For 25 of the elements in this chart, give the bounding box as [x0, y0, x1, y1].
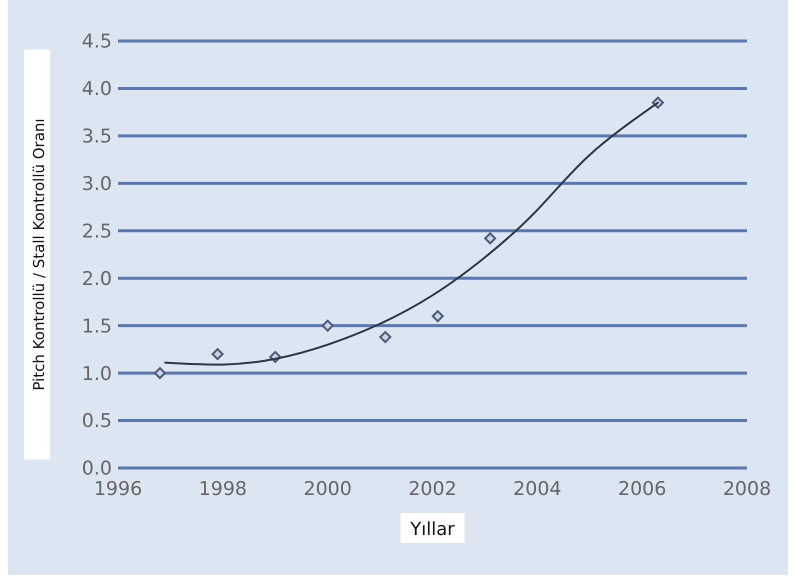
- y-tick-label: 2.5: [82, 220, 112, 242]
- point: [154, 367, 166, 380]
- point: [379, 331, 392, 344]
- point: [212, 348, 224, 360]
- x-tick-label: 2004: [513, 478, 562, 500]
- y-tick-label: 0.5: [82, 410, 112, 432]
- point: [484, 232, 496, 244]
- y-tick-label: 1.0: [82, 362, 112, 385]
- y-tick-label: 3.0: [82, 172, 112, 195]
- y-tick-label: 1.5: [82, 315, 112, 338]
- x-axis-title: Yıllar: [409, 519, 456, 540]
- y-axis-title: Pitch Kontrollü / Stall Kontrollü Oranı: [30, 118, 48, 391]
- point: [322, 320, 334, 332]
- y-tick-label: 4.0: [82, 78, 112, 100]
- x-tick-label: 2008: [722, 478, 772, 500]
- x-tick-label: 1996: [94, 478, 142, 500]
- x-tick-label: 2006: [618, 478, 666, 500]
- x-tick-label: 2000: [303, 478, 352, 500]
- y-tick-label: 4.5: [82, 30, 112, 53]
- x-tick-label: 2002: [408, 478, 457, 500]
- point: [432, 310, 444, 322]
- x-tick-label: 1998: [198, 478, 248, 500]
- y-tick-label: 2.0: [82, 268, 112, 290]
- y-tick-label: 0.0: [82, 458, 112, 480]
- y-tick-label: 3.5: [82, 126, 112, 148]
